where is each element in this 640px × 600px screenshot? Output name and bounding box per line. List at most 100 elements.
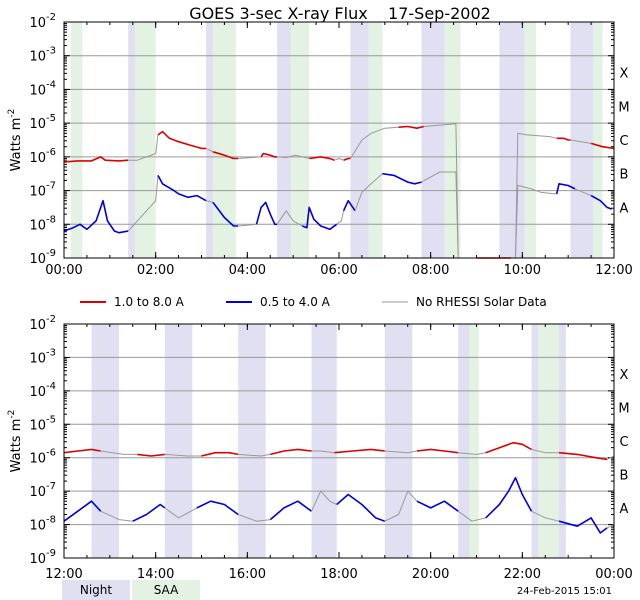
series-short-no-rhessi-line — [238, 514, 271, 522]
x-tick-label: 14:00 — [137, 567, 174, 582]
band-legend: Night SAA — [62, 580, 200, 600]
series-long-no-rhessi-line — [384, 450, 417, 454]
x-ticks: 12:00 14:00 16:00 18:00 20:00 22:00 00:00 — [45, 324, 633, 582]
flare-class-x: X — [620, 67, 629, 82]
flare-class-m: M — [618, 402, 629, 417]
x-tick-label: 12:00 — [595, 263, 632, 278]
flare-class-labels: X M C B A — [618, 368, 629, 517]
flare-class-b: B — [620, 168, 629, 183]
series-long-no-rhessi-line — [277, 154, 310, 159]
night-band — [421, 22, 445, 258]
series-long-line — [343, 157, 351, 161]
y-axis-label-base: Watts m — [9, 118, 24, 172]
series-short-line — [555, 183, 576, 195]
gridlines — [64, 55, 614, 225]
series-long-line — [485, 441, 532, 454]
saa-band — [70, 22, 83, 258]
x-tick-label: 16:00 — [229, 567, 266, 582]
x-tick-label: 18:00 — [320, 567, 357, 582]
y-tick-label: 10-2 — [29, 12, 56, 31]
y-tick-exponent: -4 — [46, 79, 56, 90]
saa-label: SAA — [154, 583, 179, 597]
series-long-line — [334, 448, 385, 454]
y-tick-exponent: -9 — [46, 548, 56, 559]
saa-band — [469, 324, 479, 558]
night-band — [350, 22, 369, 258]
x-tick-label: 20:00 — [412, 567, 449, 582]
y-tick-base: 10 — [29, 151, 46, 166]
series-short-no-rhessi-line — [384, 490, 418, 522]
series-long-line — [416, 448, 459, 454]
y-axis-label-base: Watts m — [9, 419, 24, 473]
y-tick-exponent: -5 — [46, 113, 56, 124]
x-tick-label: 06:00 — [320, 263, 357, 278]
legend-long-label: 1.0 to 8.0 A — [114, 295, 185, 309]
series-short-no-rhessi-line — [606, 524, 615, 529]
series-short-line — [416, 500, 459, 512]
series-short-line — [157, 175, 207, 202]
night-band — [570, 22, 594, 258]
night-band — [277, 22, 291, 258]
saa-band — [593, 22, 603, 258]
series-long-line — [63, 448, 101, 454]
series-short-line — [196, 500, 239, 516]
night-band — [91, 324, 119, 558]
flare-class-c: C — [619, 134, 628, 149]
series-long-line — [556, 137, 571, 141]
night-band — [531, 324, 539, 558]
gridlines — [64, 356, 614, 526]
series-long-line — [398, 125, 424, 129]
saa-swatch — [132, 580, 200, 600]
y-tick-base: 10 — [29, 50, 46, 65]
series-long-line — [63, 156, 129, 163]
series-long-line — [201, 451, 239, 457]
series-long-no-rhessi-line — [311, 450, 335, 454]
legend-no_data-label: No RHESSI Solar Data — [416, 295, 547, 309]
saa-band — [524, 22, 537, 258]
series-long-line — [212, 151, 239, 160]
series-short-no-rhessi-line — [100, 510, 133, 522]
saa-band — [368, 22, 383, 258]
y-tick-exponent: -7 — [46, 181, 56, 192]
flare-class-a: A — [620, 502, 629, 517]
x-tick-label: 00:00 — [595, 567, 632, 582]
x-tick-label: 12:00 — [45, 567, 82, 582]
saa-band — [212, 22, 236, 258]
series-long-line — [270, 448, 312, 456]
y-axis-label: Watts m-2 — [7, 109, 24, 172]
y-tick-base: 10 — [29, 318, 46, 333]
series-short-line — [302, 206, 338, 231]
flare-class-x: X — [620, 368, 629, 383]
flare-class-b: B — [620, 468, 629, 483]
y-tick-base: 10 — [29, 117, 46, 132]
series-short-no-rhessi-line — [531, 510, 560, 522]
y-tick-exponent: -4 — [46, 381, 56, 392]
series-short-line — [342, 199, 356, 212]
night-band — [559, 324, 566, 558]
series-short-no-rhessi-line — [311, 490, 337, 512]
series-long-no-rhessi-line — [606, 455, 615, 460]
series-short-line — [255, 201, 278, 226]
night-band — [384, 324, 413, 558]
series-long-no-rhessi-line — [531, 448, 559, 454]
saa-band — [290, 22, 310, 258]
series-long-no-rhessi-line — [164, 453, 202, 457]
bands — [70, 22, 603, 258]
y-tick-label: 10-9 — [29, 548, 56, 567]
series-short-no-rhessi-line — [515, 185, 557, 259]
x-tick-label: 00:00 — [45, 263, 82, 278]
series-short-no-rhessi-line — [238, 223, 257, 227]
series-short-no-rhessi-line — [205, 200, 214, 203]
series-long-no-rhessi-line — [350, 126, 399, 159]
series-long-no-rhessi-line — [238, 156, 262, 159]
y-axis-label: Watts m-2 — [7, 410, 24, 473]
y-tick-label: 10-6 — [29, 448, 56, 467]
series — [63, 441, 615, 534]
y-tick-base: 10 — [29, 552, 46, 567]
series-long-no-rhessi-line — [128, 134, 159, 161]
series-short-line — [132, 503, 166, 522]
series-long-no-rhessi-line — [334, 158, 344, 161]
x-tick-label: 10:00 — [504, 263, 541, 278]
